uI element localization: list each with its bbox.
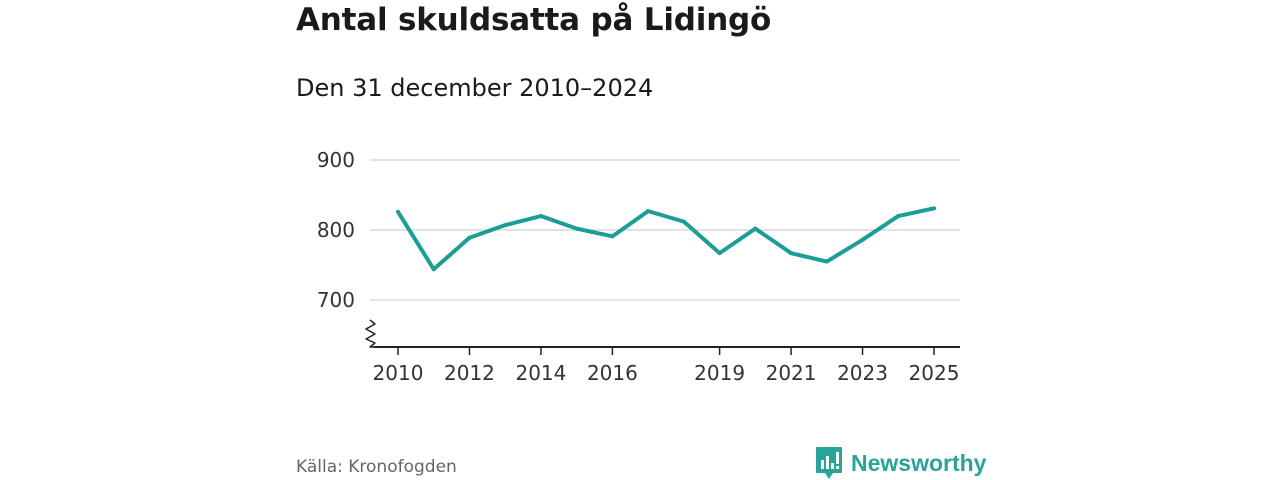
data-point — [932, 206, 936, 211]
series — [396, 206, 936, 272]
x-tick-label: 2019 — [694, 361, 745, 385]
data-point — [646, 209, 651, 214]
x-tick-label: 2021 — [766, 361, 817, 385]
source-note: Källa: Kronofogden — [296, 457, 457, 477]
data-point — [824, 259, 829, 264]
data-point — [610, 234, 615, 239]
data-point — [503, 223, 508, 228]
x-tick-label: 2023 — [837, 361, 888, 385]
data-point — [431, 267, 436, 272]
bar-chart-logo-icon — [816, 447, 842, 479]
brand-logo: Newsworthy — [815, 446, 986, 480]
data-point — [789, 251, 794, 256]
x-tick-label: 2014 — [515, 361, 566, 385]
x-tick-label: 2012 — [444, 361, 495, 385]
x-axis — [365, 319, 960, 355]
brand-name: Newsworthy — [851, 449, 987, 476]
y-axis-ticks: 700 800 900 — [317, 148, 355, 312]
data-point — [467, 235, 472, 240]
data-point — [396, 209, 400, 214]
data-point — [574, 226, 579, 231]
y-tick-label: 900 — [317, 148, 355, 172]
x-tick-label: 2010 — [373, 361, 424, 385]
data-point — [753, 226, 758, 231]
x-axis-ticks: 2010 2012 2014 2016 2019 2021 2023 2025 — [373, 361, 960, 385]
y-tick-label: 800 — [317, 218, 355, 242]
data-point — [681, 219, 686, 224]
data-point — [896, 214, 901, 219]
axis-break-icon — [365, 319, 376, 348]
chart-subtitle: Den 31 december 2010–2024 — [296, 74, 654, 102]
series-line — [396, 206, 936, 272]
data-point — [717, 251, 722, 256]
data-point — [538, 214, 543, 219]
x-tick-label: 2016 — [587, 361, 638, 385]
data-point — [860, 237, 865, 242]
x-tick-label: 2025 — [909, 361, 960, 385]
y-tick-label: 700 — [317, 288, 355, 312]
gridlines — [370, 159, 960, 301]
chart-title: Antal skuldsatta på Lidingö — [296, 2, 772, 38]
